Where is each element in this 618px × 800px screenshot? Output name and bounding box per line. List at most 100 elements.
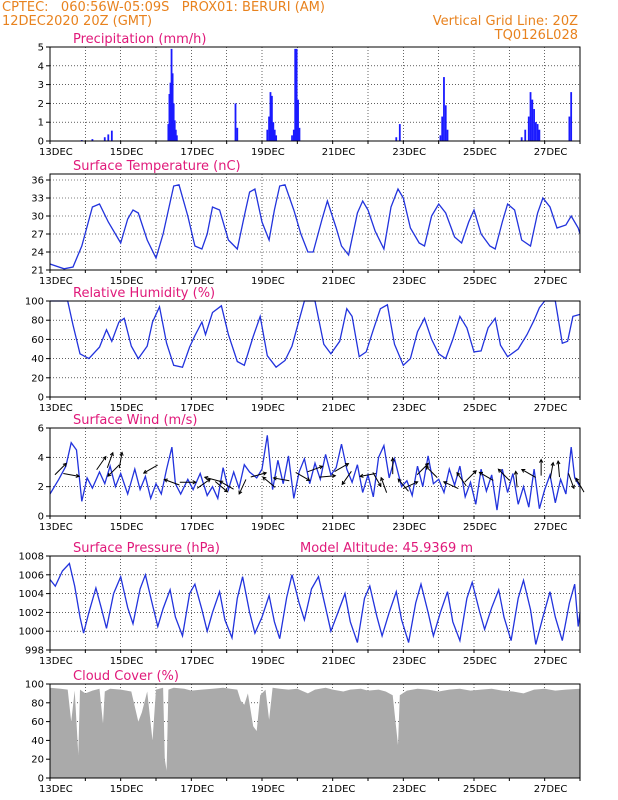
panel-annotation: Model Altitude: 45.9369 m (300, 541, 473, 556)
wind-arrow (442, 481, 459, 490)
x-tick-label: 13DEC (39, 147, 73, 158)
precip-bar (520, 137, 523, 141)
panel-title: Surface Pressure (hPa) (73, 541, 220, 556)
x-tick-label: 27DEC (534, 522, 568, 533)
panel-title: Surface Temperature (nC) (73, 159, 241, 174)
x-tick-label: 23DEC (392, 784, 426, 795)
header-line2-left: 12DEC2020 20Z (GMT) (2, 14, 153, 29)
precip-bar (446, 129, 449, 141)
x-tick-label: 21DEC (322, 784, 356, 795)
y-tick-label: 6 (38, 424, 44, 435)
precip-bar (273, 129, 276, 141)
precip-bar (172, 103, 175, 141)
y-tick-label: 60 (31, 335, 44, 346)
precip-bar (291, 135, 293, 141)
precip-bar (170, 48, 173, 141)
panel-title: Relative Humidity (%) (73, 286, 215, 301)
y-tick-label: 2 (38, 99, 44, 110)
y-tick-label: 30 (31, 212, 44, 223)
wind-arrow (520, 468, 536, 478)
x-tick-label: 25DEC (463, 147, 497, 158)
precip-bar (270, 95, 273, 141)
x-tick-label: 17DEC (180, 147, 214, 158)
precip-bar (268, 116, 270, 141)
y-tick-label: 5 (38, 43, 44, 54)
x-tick-label: 27DEC (534, 403, 568, 414)
y-tick-label: 0 (38, 393, 44, 404)
precip-bar (103, 137, 106, 141)
y-tick-label: 1004 (19, 589, 44, 600)
precip-bar (395, 137, 398, 141)
wind-arrow (478, 471, 494, 481)
wind-arrow (556, 460, 561, 478)
x-tick-label: 21DEC (322, 276, 356, 287)
x-tick-label: 17DEC (180, 656, 214, 667)
wind-arrow (295, 471, 311, 481)
y-tick-label: 1008 (19, 552, 44, 563)
x-tick-label: 13DEC (39, 656, 73, 667)
y-tick-label: 100 (25, 297, 44, 308)
panel-1: Surface Temperature (nC) 21 24 27 30 33 36 13DE… (31, 159, 581, 287)
wind-arrow (513, 470, 519, 488)
x-tick-label: 13DEC (39, 522, 73, 533)
x-tick-label: 13DEC (39, 784, 73, 795)
x-tick-label: 25DEC (463, 276, 497, 287)
y-tick-label: 1 (38, 118, 44, 129)
wind-arrow (203, 475, 221, 482)
x-tick-label: 23DEC (392, 522, 426, 533)
y-tick-label: 0 (38, 512, 44, 523)
wind-arrow (319, 473, 337, 479)
wind-arrow (179, 480, 197, 485)
wind-arrow (464, 470, 477, 483)
y-tick-label: 1002 (19, 608, 44, 619)
x-tick-label: 21DEC (322, 522, 356, 533)
y-tick-label: 2 (38, 482, 44, 493)
panel-frame (49, 555, 581, 651)
panel-3: Surface Wind (m/s) 0 2 4 6 13DEC 15DEC 17DEC 19D… (38, 413, 585, 533)
wind-arrow (380, 476, 388, 493)
y-tick-label: 1000 (19, 627, 44, 638)
precip-bar (534, 122, 537, 141)
precip-bar (91, 139, 94, 141)
x-tick-label: 23DEC (392, 147, 426, 158)
x-tick-label: 19DEC (251, 403, 285, 414)
precip-bar (536, 124, 539, 141)
y-tick-label: 0 (38, 774, 44, 785)
x-tick-label: 15DEC (110, 147, 144, 158)
x-tick-label: 17DEC (180, 522, 214, 533)
x-tick-label: 13DEC (39, 403, 73, 414)
x-tick-label: 27DEC (534, 656, 568, 667)
wind-arrow (163, 478, 180, 486)
wind-arrow (238, 479, 247, 495)
panel-frame (49, 173, 581, 271)
wind-arrow (272, 476, 290, 482)
precip-bar (175, 135, 178, 141)
precip-bar (168, 94, 171, 141)
precip-bar (533, 109, 535, 141)
wind-arrow (218, 480, 234, 490)
y-tick-label: 40 (31, 736, 44, 747)
precip-bar (266, 129, 269, 141)
x-tick-label: 19DEC (251, 784, 285, 795)
series-line (50, 300, 581, 369)
precip-bar (538, 129, 541, 141)
precip-bar (439, 135, 442, 141)
wind-arrow (397, 478, 409, 492)
precip-bar (295, 48, 298, 141)
y-tick-label: 3 (38, 80, 44, 91)
x-tick-label: 25DEC (463, 784, 497, 795)
panel-4: Surface Pressure (hPa) Model Altitude: 45… (19, 541, 581, 667)
precip-bar (169, 82, 172, 141)
x-tick-label: 19DEC (251, 656, 285, 667)
precip-bar (292, 129, 295, 141)
wind-arrow (549, 461, 555, 479)
wind-arrow (250, 471, 268, 478)
wind-arrow (262, 476, 276, 488)
y-tick-label: 4 (38, 61, 44, 72)
precip-bar (269, 92, 272, 141)
y-tick-label: 40 (31, 354, 44, 365)
panel-title: Precipitation (mm/h) (73, 32, 206, 47)
header-line1: CPTEC: 060:56W-05:09S PROX01: BERURI (AM… (2, 0, 325, 15)
x-tick-label: 15DEC (110, 656, 144, 667)
y-tick-label: 20 (31, 373, 44, 384)
